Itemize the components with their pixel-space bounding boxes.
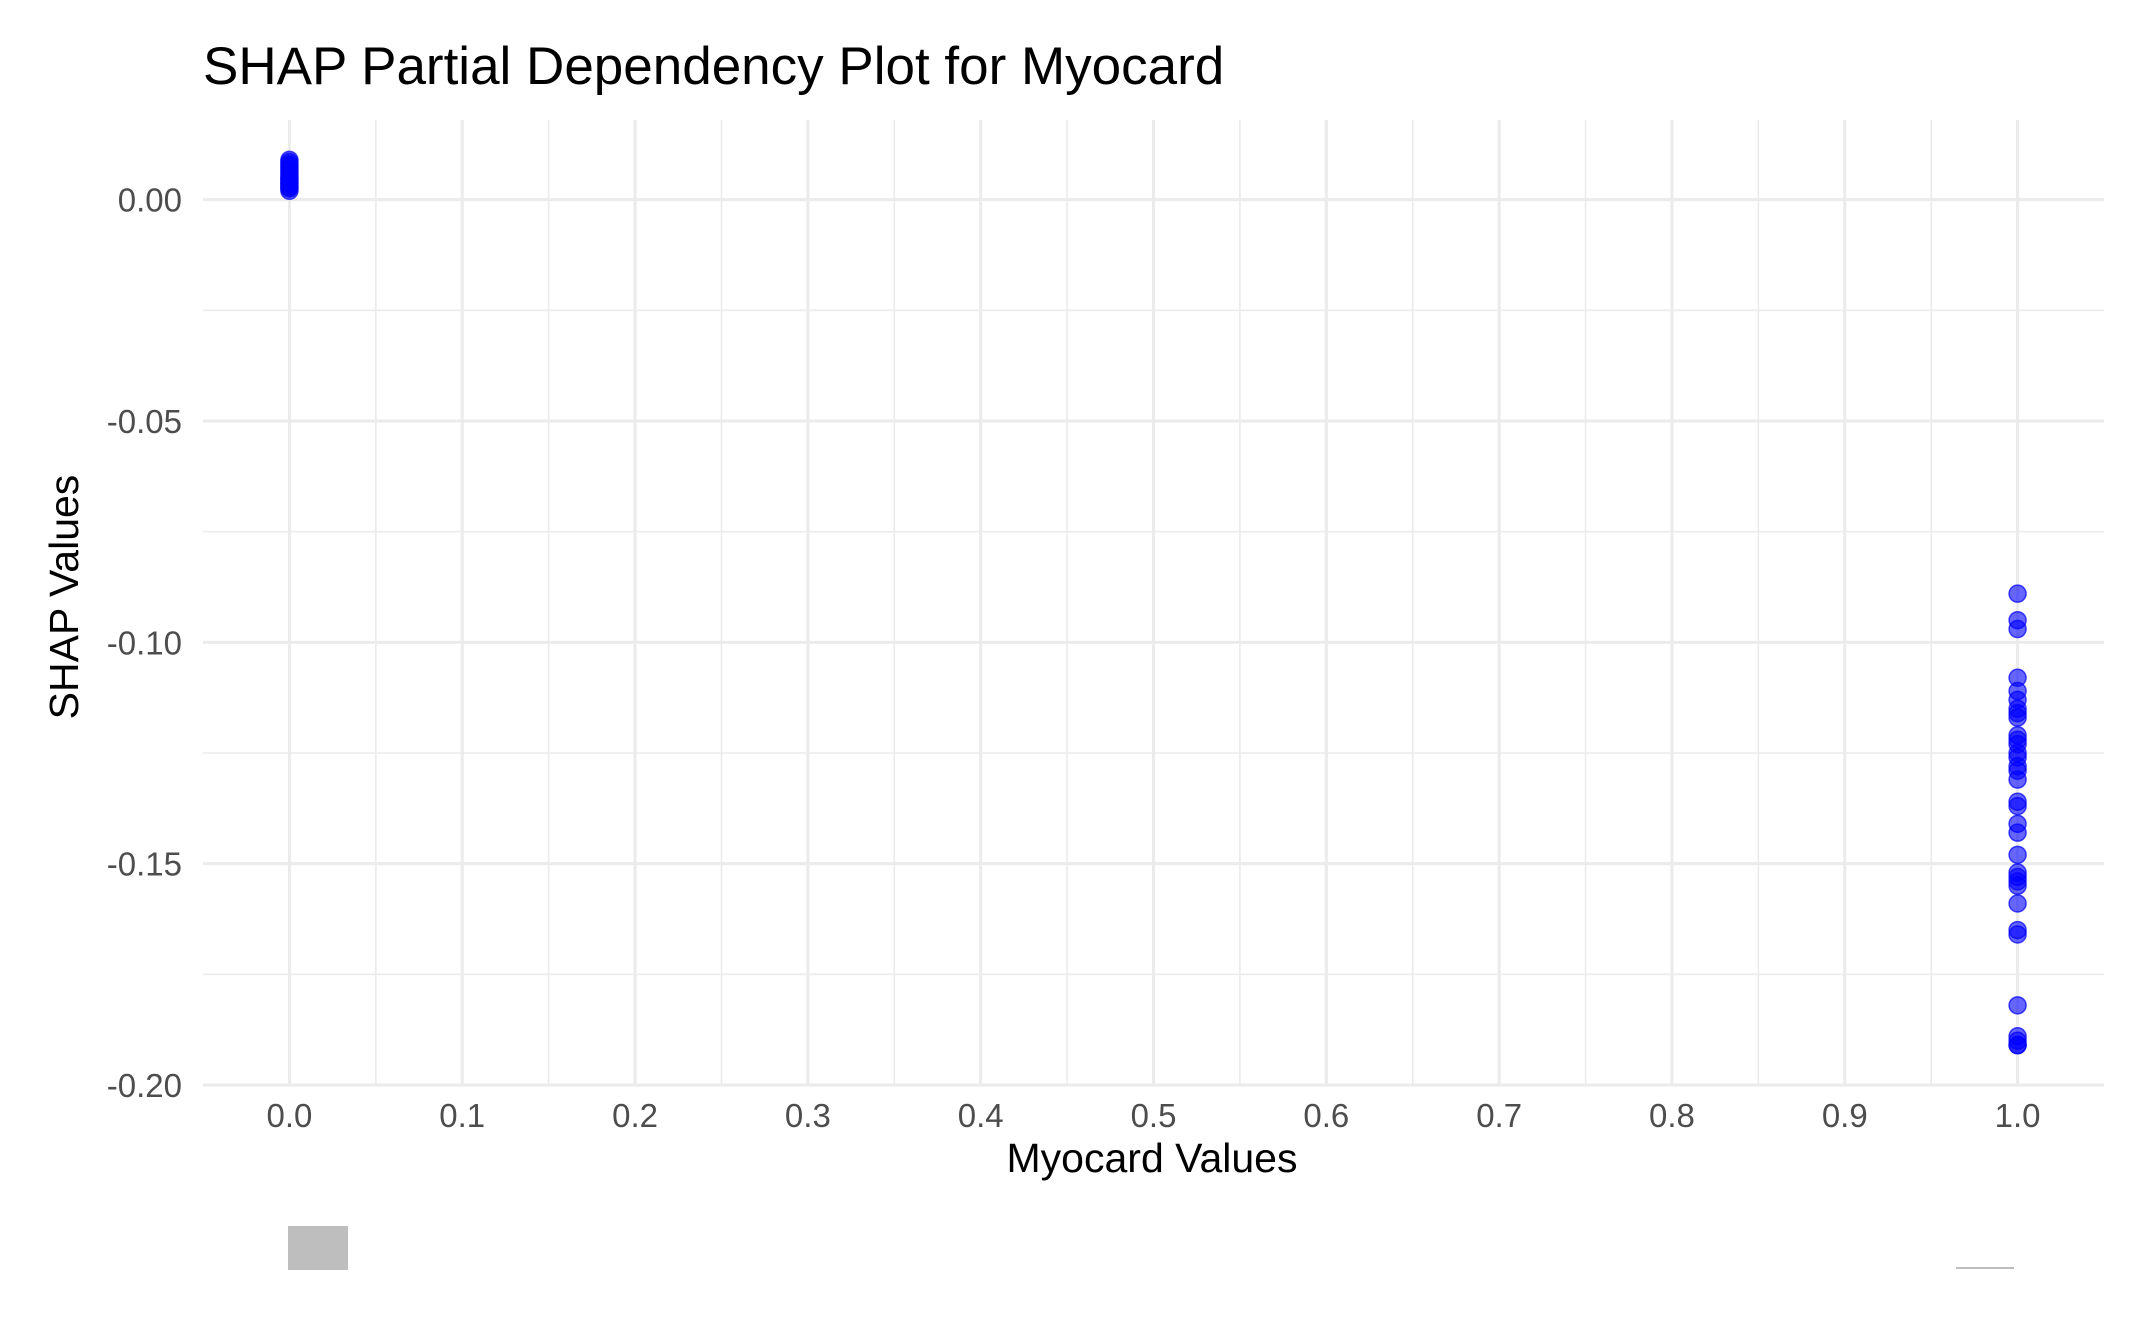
data-point <box>2008 823 2027 842</box>
x-axis-ticks: 0.0 0.1 0.2 0.3 0.4 0.5 0.6 0.7 0.8 0.9 1.0 <box>266 1097 2040 1134</box>
x-tick-label: 0.6 <box>1303 1097 1349 1134</box>
data-point <box>2008 619 2027 639</box>
chart-title: SHAP Partial Dependency Plot for Myocard <box>203 37 1224 96</box>
x-tick-label: 0.8 <box>1649 1097 1695 1134</box>
grid <box>203 120 2104 1087</box>
y-axis-title: SHAP Values <box>41 475 87 720</box>
data-point <box>2008 770 2027 789</box>
data-point <box>2008 584 2027 603</box>
data-point <box>2008 708 2027 727</box>
legend-swatch <box>288 1226 348 1270</box>
y-tick-label: -0.05 <box>107 403 182 440</box>
x-tick-label: 0.3 <box>785 1097 831 1134</box>
x-tick-label: 0.2 <box>612 1097 658 1134</box>
x-tick-label: 0.9 <box>1822 1097 1868 1134</box>
x-tick-label: 0.4 <box>958 1097 1004 1134</box>
data-point <box>2008 925 2027 944</box>
data-point <box>2008 996 2027 1015</box>
y-tick-label: -0.10 <box>107 624 182 661</box>
data-point <box>2008 894 2027 913</box>
x-tick-label: 0.1 <box>439 1097 485 1134</box>
data-point <box>2008 1031 2027 1050</box>
data-point <box>2008 845 2027 865</box>
data-point <box>2008 796 2027 816</box>
x-tick-label: 0.5 <box>1131 1097 1177 1134</box>
y-axis-ticks: 0.00 -0.05 -0.10 -0.15 -0.20 <box>107 182 182 1104</box>
data-point <box>2008 876 2027 896</box>
y-tick-label: -0.20 <box>107 1067 182 1104</box>
x-tick-label: 0.7 <box>1476 1097 1522 1134</box>
x-tick-label: 0.0 <box>266 1097 312 1134</box>
y-tick-label: 0.00 <box>118 182 182 219</box>
x-tick-label: 1.0 <box>1995 1097 2041 1134</box>
data-points <box>280 150 2027 1055</box>
data-point <box>280 181 299 201</box>
y-tick-label: -0.15 <box>107 846 182 883</box>
x-axis-title: Myocard Values <box>1007 1135 1298 1181</box>
